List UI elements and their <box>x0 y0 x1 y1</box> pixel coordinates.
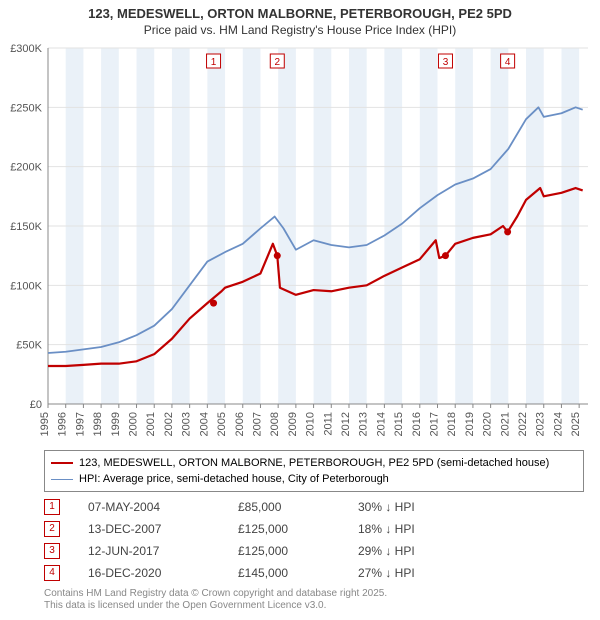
svg-text:2017: 2017 <box>429 412 441 436</box>
marker-row: 2 13-DEC-2007£125,00018% ↓ HPI <box>44 518 584 540</box>
svg-text:1995: 1995 <box>39 412 51 436</box>
svg-text:2009: 2009 <box>287 412 299 436</box>
svg-text:2007: 2007 <box>251 412 263 436</box>
legend-label: 123, MEDESWELL, ORTON MALBORNE, PETERBOR… <box>79 455 549 471</box>
svg-text:£300K: £300K <box>10 43 42 55</box>
svg-text:2019: 2019 <box>464 412 476 436</box>
svg-text:2021: 2021 <box>499 412 511 436</box>
svg-text:£0: £0 <box>30 399 42 411</box>
marker-number-box: 3 <box>44 543 60 559</box>
svg-text:1997: 1997 <box>74 412 86 436</box>
svg-text:2022: 2022 <box>517 412 529 436</box>
svg-text:2025: 2025 <box>570 412 582 436</box>
legend-swatch <box>51 479 73 480</box>
svg-text:2024: 2024 <box>552 412 564 436</box>
legend-item: HPI: Average price, semi-detached house,… <box>51 471 577 487</box>
marker-diff: 18% ↓ HPI <box>358 522 584 536</box>
svg-text:£100K: £100K <box>10 280 42 292</box>
legend-swatch <box>51 462 73 464</box>
marker-date: 13-DEC-2007 <box>88 522 238 536</box>
marker-price: £125,000 <box>238 522 358 536</box>
svg-text:2013: 2013 <box>358 412 370 436</box>
marker-diff: 30% ↓ HPI <box>358 500 584 514</box>
svg-text:£200K: £200K <box>10 162 42 174</box>
svg-text:2008: 2008 <box>269 412 281 436</box>
svg-text:1996: 1996 <box>57 412 69 436</box>
svg-text:2004: 2004 <box>198 412 210 436</box>
svg-text:1998: 1998 <box>92 412 104 436</box>
marker-price: £145,000 <box>238 566 358 580</box>
svg-text:2016: 2016 <box>411 412 423 436</box>
marker-date: 07-MAY-2004 <box>88 500 238 514</box>
svg-text:1999: 1999 <box>110 412 122 436</box>
svg-text:1: 1 <box>211 57 217 68</box>
svg-text:2002: 2002 <box>163 412 175 436</box>
legend-item: 123, MEDESWELL, ORTON MALBORNE, PETERBOR… <box>51 455 577 471</box>
marker-row: 3 12-JUN-2017£125,00029% ↓ HPI <box>44 540 584 562</box>
footnote-line: Contains HM Land Registry data © Crown c… <box>44 588 387 600</box>
marker-number-box: 2 <box>44 521 60 537</box>
marker-date: 12-JUN-2017 <box>88 544 238 558</box>
chart-subtitle: Price paid vs. HM Land Registry's House … <box>0 21 600 37</box>
svg-text:2018: 2018 <box>446 412 458 436</box>
svg-text:2006: 2006 <box>234 412 246 436</box>
svg-text:2010: 2010 <box>305 412 317 436</box>
marker-row: 1 07-MAY-2004£85,00030% ↓ HPI <box>44 496 584 518</box>
marker-date: 16-DEC-2020 <box>88 566 238 580</box>
svg-text:2005: 2005 <box>216 412 228 436</box>
svg-text:£50K: £50K <box>16 340 42 352</box>
svg-text:2014: 2014 <box>375 412 387 436</box>
footnote: Contains HM Land Registry data © Crown c… <box>44 588 387 612</box>
marker-number-box: 4 <box>44 565 60 581</box>
svg-text:2012: 2012 <box>340 412 352 436</box>
svg-text:2011: 2011 <box>322 412 334 436</box>
chart-area: £0 £50K £100K £150K £200K £250K £300K 1995 1996 1… <box>0 42 600 442</box>
svg-text:4: 4 <box>505 57 511 68</box>
svg-text:£250K: £250K <box>10 102 42 114</box>
svg-text:2020: 2020 <box>482 412 494 436</box>
svg-text:2023: 2023 <box>535 412 547 436</box>
svg-text:3: 3 <box>443 57 449 68</box>
svg-text:2000: 2000 <box>128 412 140 436</box>
svg-text:2001: 2001 <box>145 412 157 436</box>
footnote-line: This data is licensed under the Open Gov… <box>44 600 387 612</box>
legend: 123, MEDESWELL, ORTON MALBORNE, PETERBOR… <box>44 450 584 492</box>
marker-row: 4 16-DEC-2020£145,00027% ↓ HPI <box>44 562 584 584</box>
marker-table: 1 07-MAY-2004£85,00030% ↓ HPI 2 13-DEC-2007… <box>44 496 584 584</box>
svg-text:2: 2 <box>274 57 280 68</box>
svg-text:£150K: £150K <box>10 221 42 233</box>
marker-price: £85,000 <box>238 500 358 514</box>
marker-number-box: 1 <box>44 499 60 515</box>
marker-price: £125,000 <box>238 544 358 558</box>
marker-diff: 27% ↓ HPI <box>358 566 584 580</box>
chart-title: 123, MEDESWELL, ORTON MALBORNE, PETERBOR… <box>0 0 600 21</box>
svg-text:2015: 2015 <box>393 412 405 436</box>
legend-label: HPI: Average price, semi-detached house,… <box>79 471 389 487</box>
svg-text:2003: 2003 <box>181 412 193 436</box>
marker-diff: 29% ↓ HPI <box>358 544 584 558</box>
